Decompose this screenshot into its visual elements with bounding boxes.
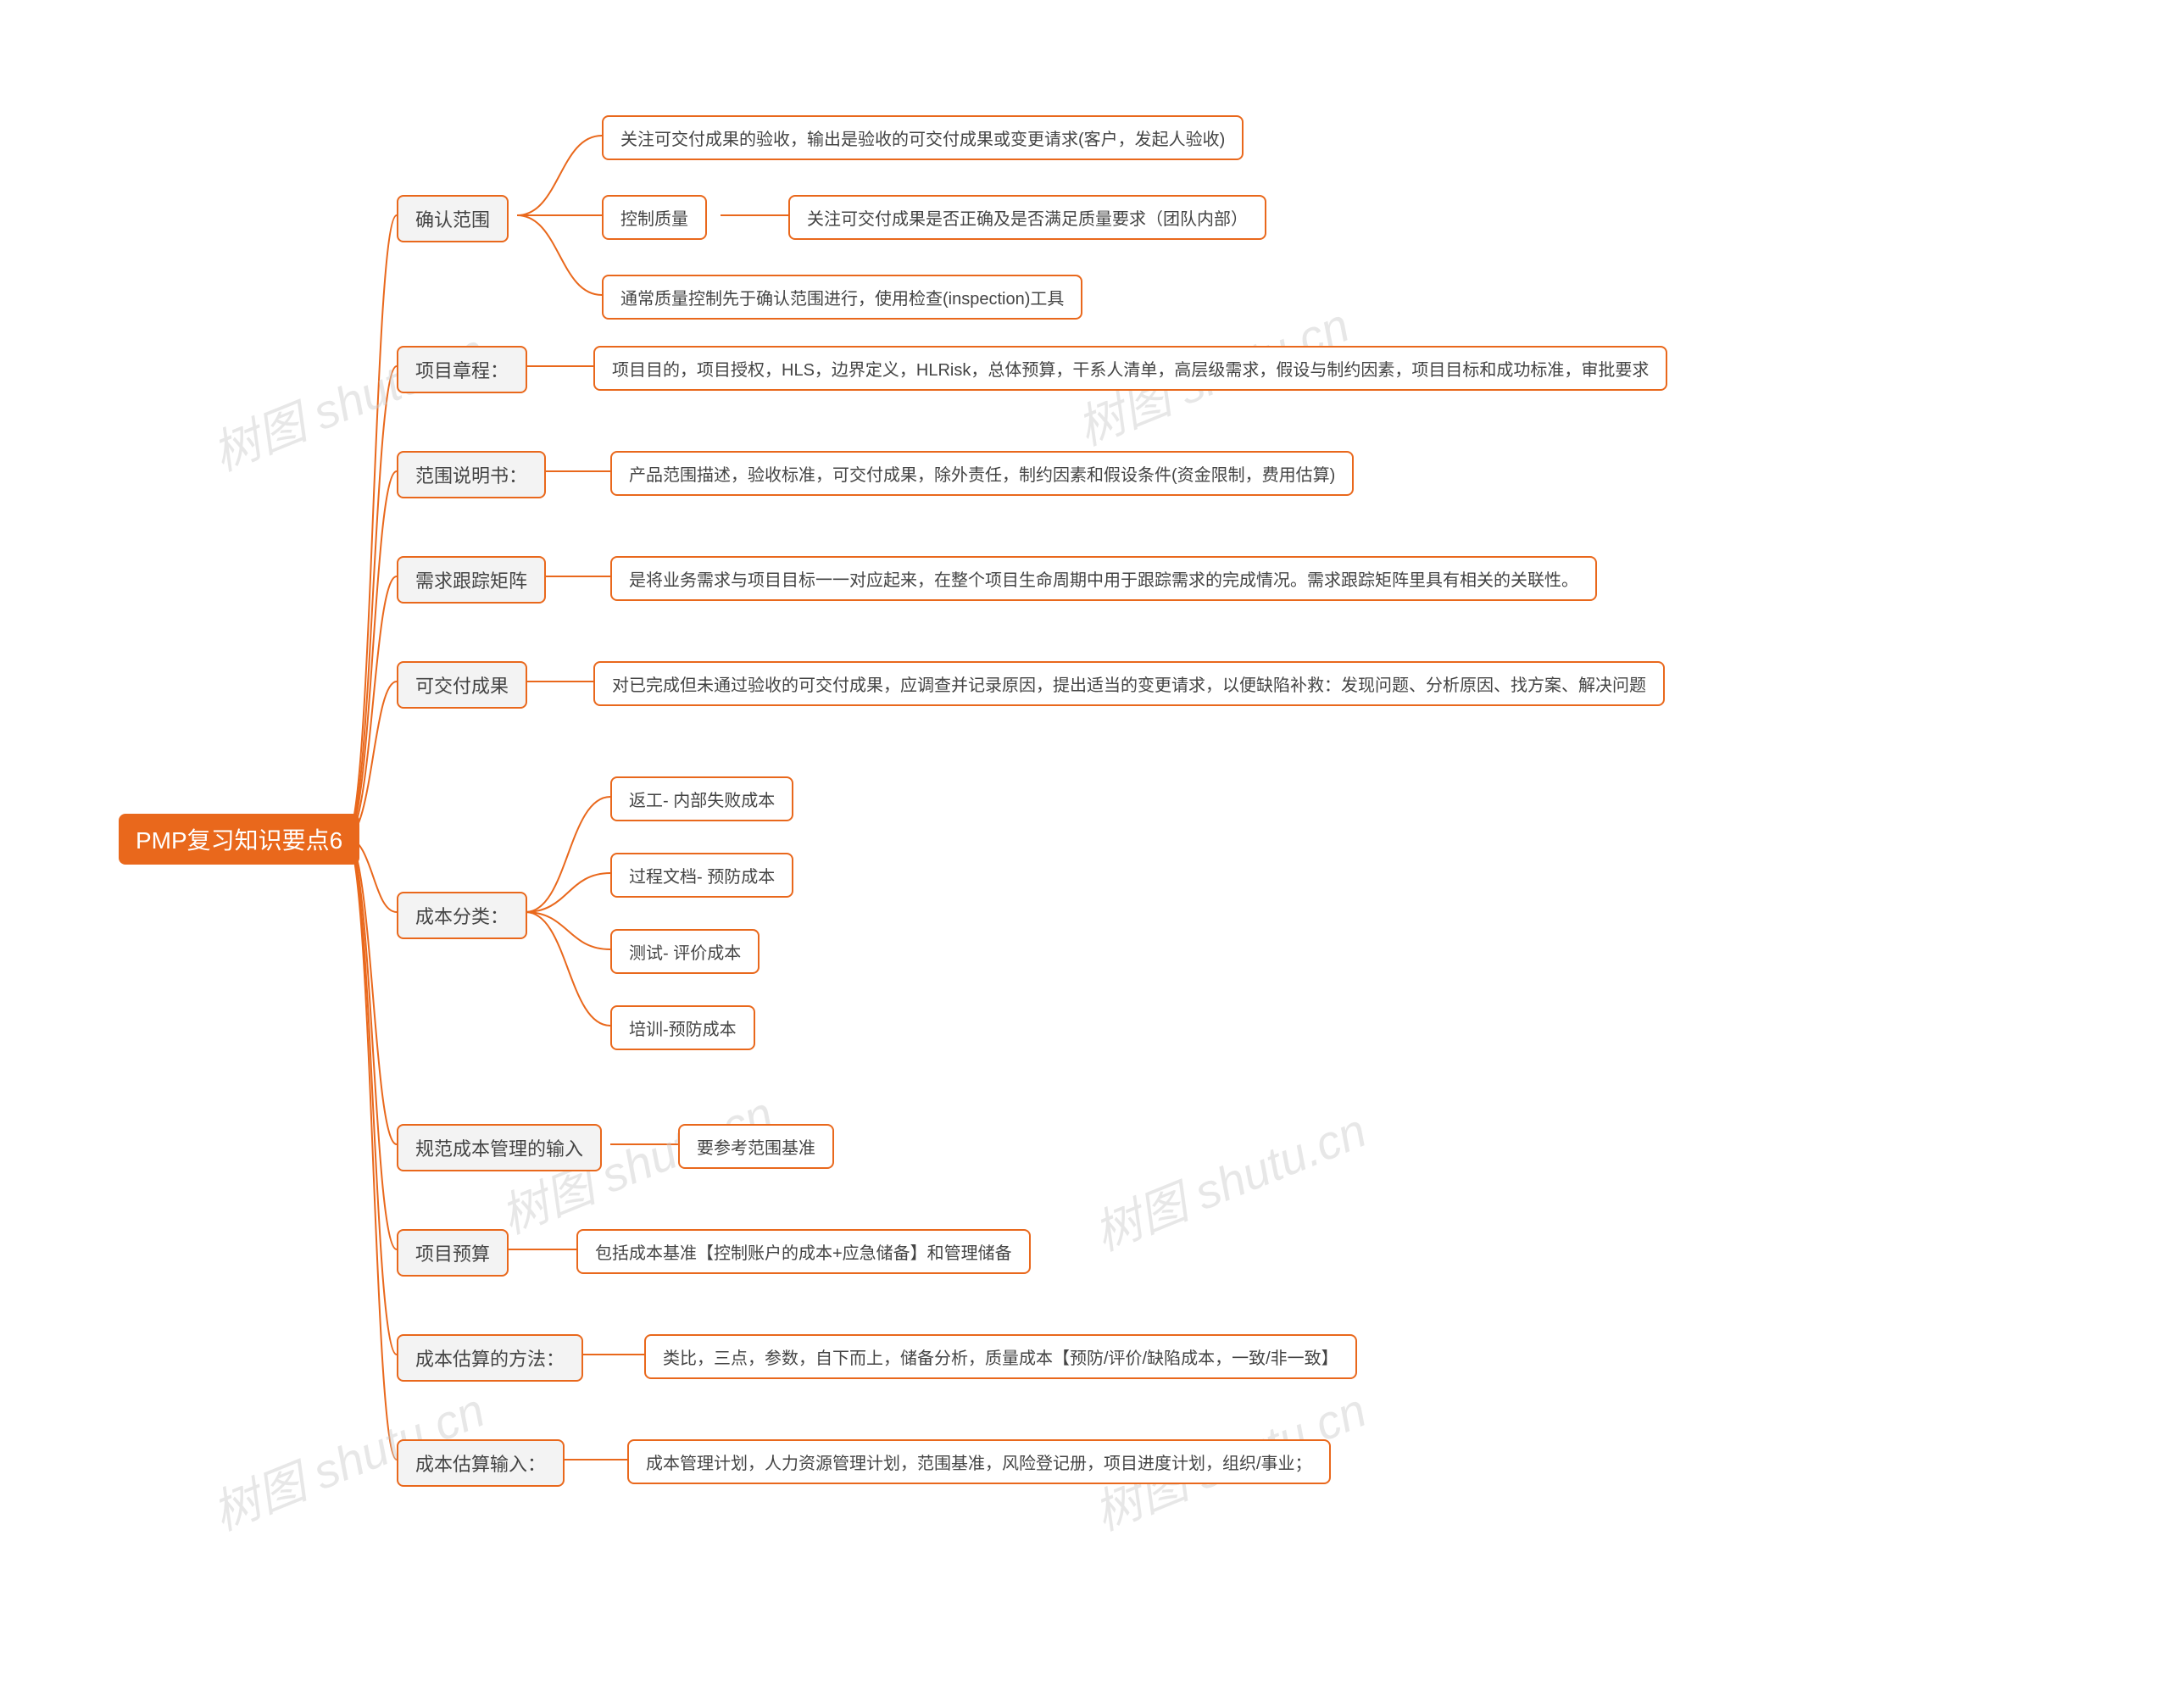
l2-node: 对已完成但未通过验收的可交付成果，应调查并记录原因，提出适当的变更请求，以便缺陷… (593, 661, 1665, 706)
l2-node: 是将业务需求与项目目标一一对应起来，在整个项目生命周期中用于跟踪需求的完成情况。… (610, 556, 1597, 601)
l1-node: 项目预算 (397, 1229, 509, 1277)
l2-node: 要参考范围基准 (678, 1124, 834, 1169)
l1-node: 范围说明书： (397, 451, 546, 498)
l1-node: 确认范围 (397, 195, 509, 242)
l1-node: 项目章程： (397, 346, 527, 393)
l2-node: 通常质量控制先于确认范围进行，使用检查(inspection)工具 (602, 275, 1082, 320)
l2-node: 过程文档- 预防成本 (610, 853, 793, 898)
l1-node: 规范成本管理的输入 (397, 1124, 602, 1171)
l3-node: 关注可交付成果是否正确及是否满足质量要求（团队内部） (788, 195, 1266, 240)
l2-node: 培训-预防成本 (610, 1005, 755, 1050)
root-node: PMP复习知识要点6 (119, 814, 359, 865)
l2-node: 控制质量 (602, 195, 707, 240)
l2-node: 类比，三点，参数，自下而上，储备分析，质量成本【预防/评价/缺陷成本，一致/非一… (644, 1334, 1357, 1379)
l1-node: 成本分类： (397, 892, 527, 939)
l1-node: 成本估算输入： (397, 1439, 565, 1487)
l1-node: 需求跟踪矩阵 (397, 556, 546, 604)
l1-node: 成本估算的方法： (397, 1334, 583, 1382)
l2-node: 项目目的，项目授权，HLS，边界定义，HLRisk，总体预算，干系人清单，高层级… (593, 346, 1667, 391)
l1-node: 可交付成果 (397, 661, 527, 709)
l2-node: 成本管理计划，人力资源管理计划，范围基准，风险登记册，项目进度计划，组织/事业； (627, 1439, 1331, 1484)
l2-node: 返工- 内部失败成本 (610, 776, 793, 821)
l2-node: 包括成本基准【控制账户的成本+应急储备】和管理储备 (576, 1229, 1031, 1274)
watermark: 树图 shutu.cn (1082, 1093, 1375, 1264)
l2-node: 关注可交付成果的验收，输出是验收的可交付成果或变更请求(客户，发起人验收) (602, 115, 1244, 160)
l2-node: 产品范围描述，验收标准，可交付成果，除外责任，制约因素和假设条件(资金限制，费用… (610, 451, 1354, 496)
l2-node: 测试- 评价成本 (610, 929, 760, 974)
